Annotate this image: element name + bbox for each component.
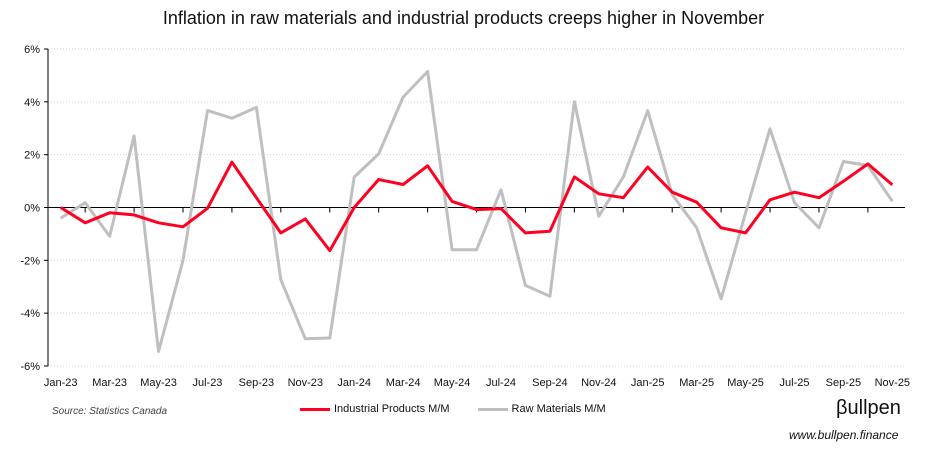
x-tick-label: Jan-24	[337, 377, 371, 389]
y-tick-label: 0%	[24, 203, 40, 215]
website-link[interactable]: www.bullpen.finance	[789, 428, 899, 442]
x-tick-label: Sep-23	[239, 377, 274, 389]
x-tick-label: Mar-24	[386, 377, 421, 389]
x-tick-label: Mar-23	[92, 377, 127, 389]
y-tick-label: -2%	[20, 255, 40, 267]
bullpen-logo: βullpen	[836, 397, 901, 419]
x-tick-label: May-25	[727, 377, 764, 389]
y-tick-label: 2%	[24, 150, 40, 162]
y-tick-label: 4%	[24, 97, 40, 109]
x-tick-label: Jul-23	[192, 377, 222, 389]
x-tick-label: May-24	[434, 377, 471, 389]
legend-label: Raw Materials M/M	[511, 403, 606, 415]
y-tick-label: -4%	[20, 308, 40, 320]
x-tick-label: May-23	[140, 377, 177, 389]
chart-title: Inflation in raw materials and industria…	[162, 8, 765, 28]
legend: Industrial Products M/M Raw Materials M/…	[300, 403, 606, 415]
x-tick-label: Nov-25	[875, 377, 910, 389]
y-tick-label: -6%	[20, 361, 40, 373]
legend-item-raw: Raw Materials M/M	[477, 403, 606, 415]
legend-label: Industrial Products M/M	[334, 403, 450, 415]
y-tick-label: 6%	[24, 44, 40, 56]
x-tick-label: Mar-25	[679, 377, 714, 389]
x-tick-label: Sep-25	[826, 377, 861, 389]
x-tick-label: Nov-23	[288, 377, 323, 389]
x-tick-label: Jul-24	[486, 377, 516, 389]
legend-swatch	[300, 407, 330, 411]
source-note: Source: Statistics Canada	[52, 406, 168, 417]
x-tick-label: Jul-25	[780, 377, 810, 389]
legend-swatch	[477, 407, 508, 411]
x-tick-label: Jan-25	[631, 377, 665, 389]
x-tick-label: Sep-24	[532, 377, 567, 389]
legend-item-industrial: Industrial Products M/M	[300, 403, 450, 415]
x-tick-label: Nov-24	[581, 377, 616, 389]
x-tick-label: Jan-23	[44, 377, 78, 389]
